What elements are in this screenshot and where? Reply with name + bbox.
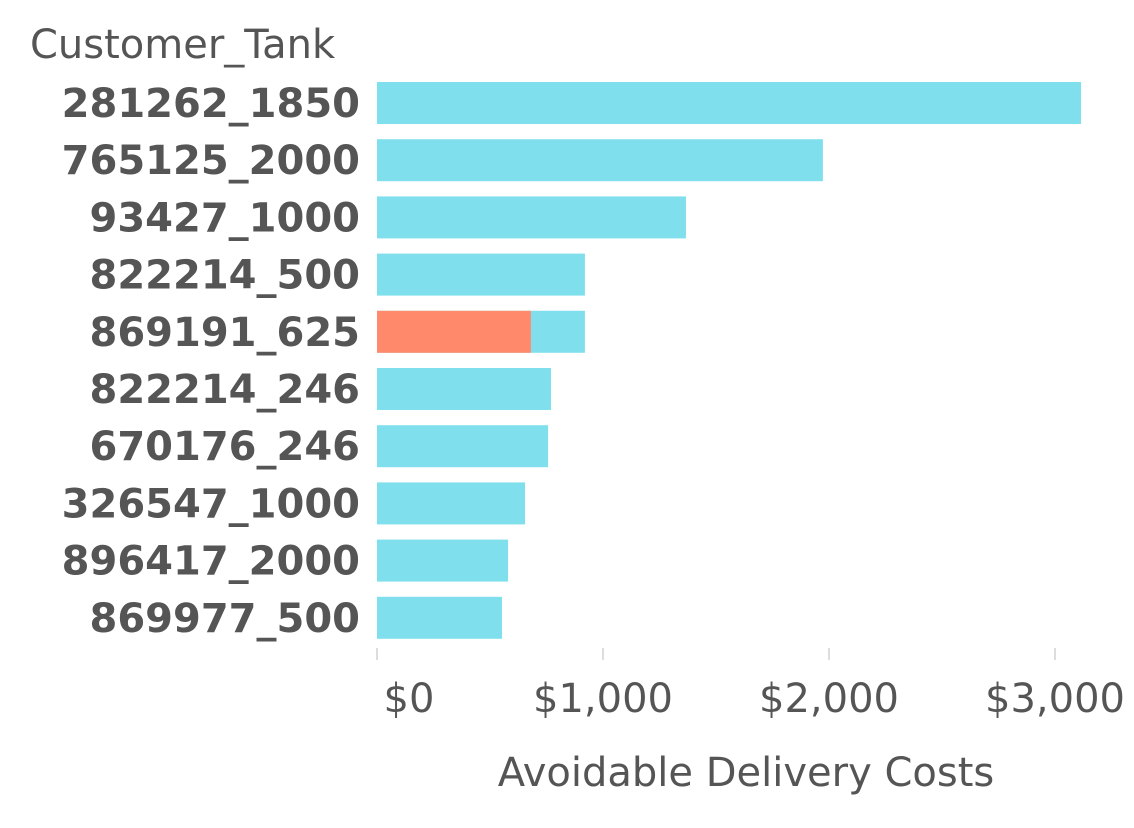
category-label: 869191_625	[90, 310, 361, 356]
x-tick-label: $0	[384, 676, 435, 722]
bar[interactable]	[377, 539, 509, 582]
bar[interactable]	[377, 139, 823, 182]
category-label: 93427_1000	[90, 195, 361, 241]
category-label: 896417_2000	[62, 539, 360, 585]
category-label: 869977_500	[90, 596, 361, 642]
x-tick-label: $2,000	[759, 676, 899, 722]
category-label: 822214_500	[90, 253, 361, 299]
bar[interactable]	[377, 425, 549, 468]
bar-highlight[interactable]	[377, 310, 531, 353]
category-label: 281262_1850	[62, 81, 360, 127]
bar[interactable]	[377, 368, 552, 410]
category-label: 670176_246	[90, 424, 361, 470]
x-tick-label: $3,000	[985, 676, 1125, 722]
bar[interactable]	[377, 82, 1081, 124]
row-header: Customer_Tank	[30, 22, 336, 68]
x-tick-label: $1,000	[533, 676, 673, 722]
bar[interactable]	[377, 196, 686, 239]
category-label: 822214_246	[90, 367, 361, 413]
category-label: 326547_1000	[62, 481, 360, 527]
bar[interactable]	[377, 482, 526, 525]
category-label: 765125_2000	[62, 138, 360, 184]
x-axis-title: Avoidable Delivery Costs	[498, 750, 995, 796]
bar[interactable]	[377, 596, 502, 639]
bar[interactable]	[377, 253, 585, 296]
